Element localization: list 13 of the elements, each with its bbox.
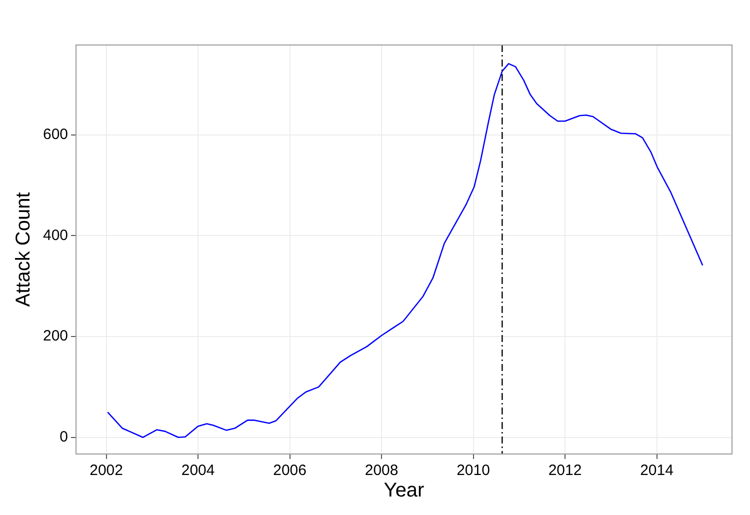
y-axis-title: Attack Count xyxy=(12,192,35,307)
x-tick-label: 2004 xyxy=(181,462,215,480)
x-tick-label: 2006 xyxy=(273,462,306,480)
y-tick-label: 200 xyxy=(42,328,68,345)
x-axis-title: Year xyxy=(384,480,425,502)
x-tick-label: 2014 xyxy=(640,462,674,480)
y-tick-label: 400 xyxy=(42,226,68,244)
y-tick-label: 600 xyxy=(42,126,68,143)
y-tick-label: 0 xyxy=(60,428,68,446)
x-tick-label: 2012 xyxy=(548,462,582,480)
x-tick-label: 2002 xyxy=(90,462,123,480)
x-tick-label: 2010 xyxy=(456,462,490,480)
x-tick-label: 2008 xyxy=(364,462,398,480)
